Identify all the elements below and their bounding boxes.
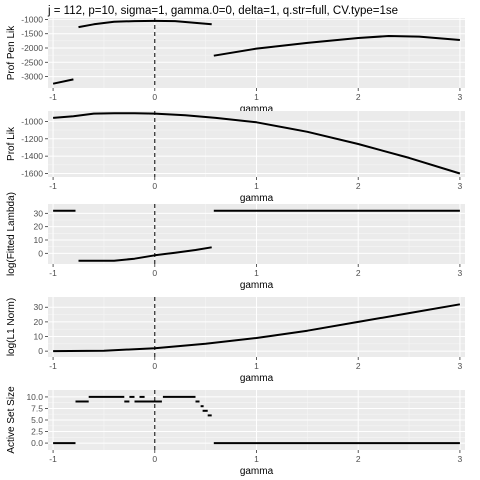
x-tick-label: 1 — [254, 268, 259, 278]
y-tick-label: 10 — [34, 235, 44, 245]
y-tick-label: 2.5 — [31, 427, 43, 437]
panel-2: -1 0 1 2 3 -1600 -1400 -1200 -1000 gamma Prof Lik — [6, 111, 465, 204]
y-tick-label: -1600 — [21, 169, 43, 179]
x-tick-label: 2 — [356, 361, 361, 371]
y-axis-title: log(L1 Norm) — [6, 298, 17, 356]
y-tick-label: -1200 — [21, 134, 43, 144]
x-tick-label: -1 — [49, 361, 57, 371]
y-tick-label: 0 — [38, 248, 43, 258]
series-line — [213, 35, 460, 57]
y-tick-label: 10.0 — [26, 392, 43, 402]
x-tick-label: 1 — [254, 361, 259, 371]
series-line — [78, 19, 212, 29]
x-tick-label: 2 — [356, 181, 361, 191]
x-axis-title: gamma — [240, 193, 274, 204]
x-tick-label: 2 — [356, 92, 361, 102]
y-tick-label: 10 — [34, 332, 44, 342]
x-tick-label: 0 — [152, 181, 157, 191]
y-tick-label: -1400 — [21, 151, 43, 161]
y-tick-label: 20 — [34, 317, 44, 327]
x-tick-label: -1 — [49, 92, 57, 102]
x-tick-label: 0 — [152, 92, 157, 102]
x-tick-label: 0 — [152, 361, 157, 371]
x-axis-title: gamma — [240, 373, 274, 384]
y-tick-label: 0 — [38, 346, 43, 356]
y-tick-label: -2000 — [21, 43, 43, 53]
y-axis-title: Prof Lik — [6, 126, 17, 161]
x-tick-label: 3 — [458, 454, 463, 464]
x-tick-label: 3 — [458, 268, 463, 278]
y-tick-label: -1000 — [21, 14, 43, 24]
x-axis-title: gamma — [240, 104, 274, 115]
x-tick-label: -1 — [49, 454, 57, 464]
y-axis-title: Prof Pen Lik — [6, 25, 17, 80]
x-tick-label: 3 — [458, 181, 463, 191]
y-tick-label: -1500 — [21, 29, 43, 39]
x-axis-title: gamma — [240, 466, 274, 477]
plot-title: j = 112, p=10, sigma=1, gamma.0=0, delta… — [47, 5, 398, 17]
panels: -1 0 1 2 3-3000-2500-2000-1500-1000gammaProf… — [6, 14, 465, 477]
x-tick-label: 1 — [254, 454, 259, 464]
y-tick-label: 7.5 — [31, 403, 43, 413]
y-axis-title: log(Fitted Lambda) — [6, 192, 17, 276]
y-tick-label: 0.0 — [31, 438, 43, 448]
y-tick-label: 5.0 — [31, 415, 43, 425]
x-tick-label: 1 — [254, 92, 259, 102]
x-tick-label: 2 — [356, 454, 361, 464]
x-tick-label: 1 — [254, 181, 259, 191]
y-tick-label: -1000 — [21, 116, 43, 126]
x-tick-label: 2 — [356, 268, 361, 278]
x-tick-label: 3 — [458, 92, 463, 102]
x-tick-label: -1 — [49, 268, 57, 278]
series-line — [53, 303, 461, 353]
series-line — [53, 112, 461, 175]
x-tick-label: 0 — [152, 454, 157, 464]
x-tick-label: 3 — [458, 361, 463, 371]
y-tick-label: 30 — [34, 302, 44, 312]
panel-5: -1 0 1 2 3 0.02.5 5.0 7.510.0 gamma Active Set Si… — [6, 386, 465, 477]
x-axis-title: gamma — [240, 280, 274, 291]
panel-1: -1 0 1 2 3 -3000 -2500 -2000 -1500 -1000 gamma Prof… — [6, 14, 465, 115]
x-tick-label: -1 — [49, 181, 57, 191]
x-tick-label: 0 — [152, 268, 157, 278]
y-tick-label: 30 — [34, 208, 44, 218]
y-tick-label: 20 — [34, 222, 44, 232]
y-tick-label: -2500 — [21, 57, 43, 67]
series-line — [52, 78, 74, 85]
y-axis-title: Active Set Size — [6, 386, 17, 454]
y-tick-label: -3000 — [21, 72, 43, 82]
